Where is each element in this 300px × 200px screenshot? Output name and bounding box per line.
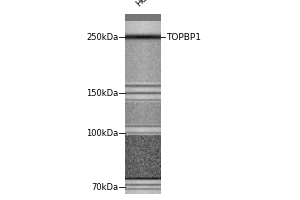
Text: 250kDa: 250kDa xyxy=(86,32,118,42)
Text: 150kDa: 150kDa xyxy=(86,88,118,98)
Bar xyxy=(124,14,160,21)
Text: HCT116: HCT116 xyxy=(134,0,164,8)
Text: TOPBP1: TOPBP1 xyxy=(167,32,202,42)
Text: 100kDa: 100kDa xyxy=(86,129,118,138)
Text: 70kDa: 70kDa xyxy=(92,182,118,192)
